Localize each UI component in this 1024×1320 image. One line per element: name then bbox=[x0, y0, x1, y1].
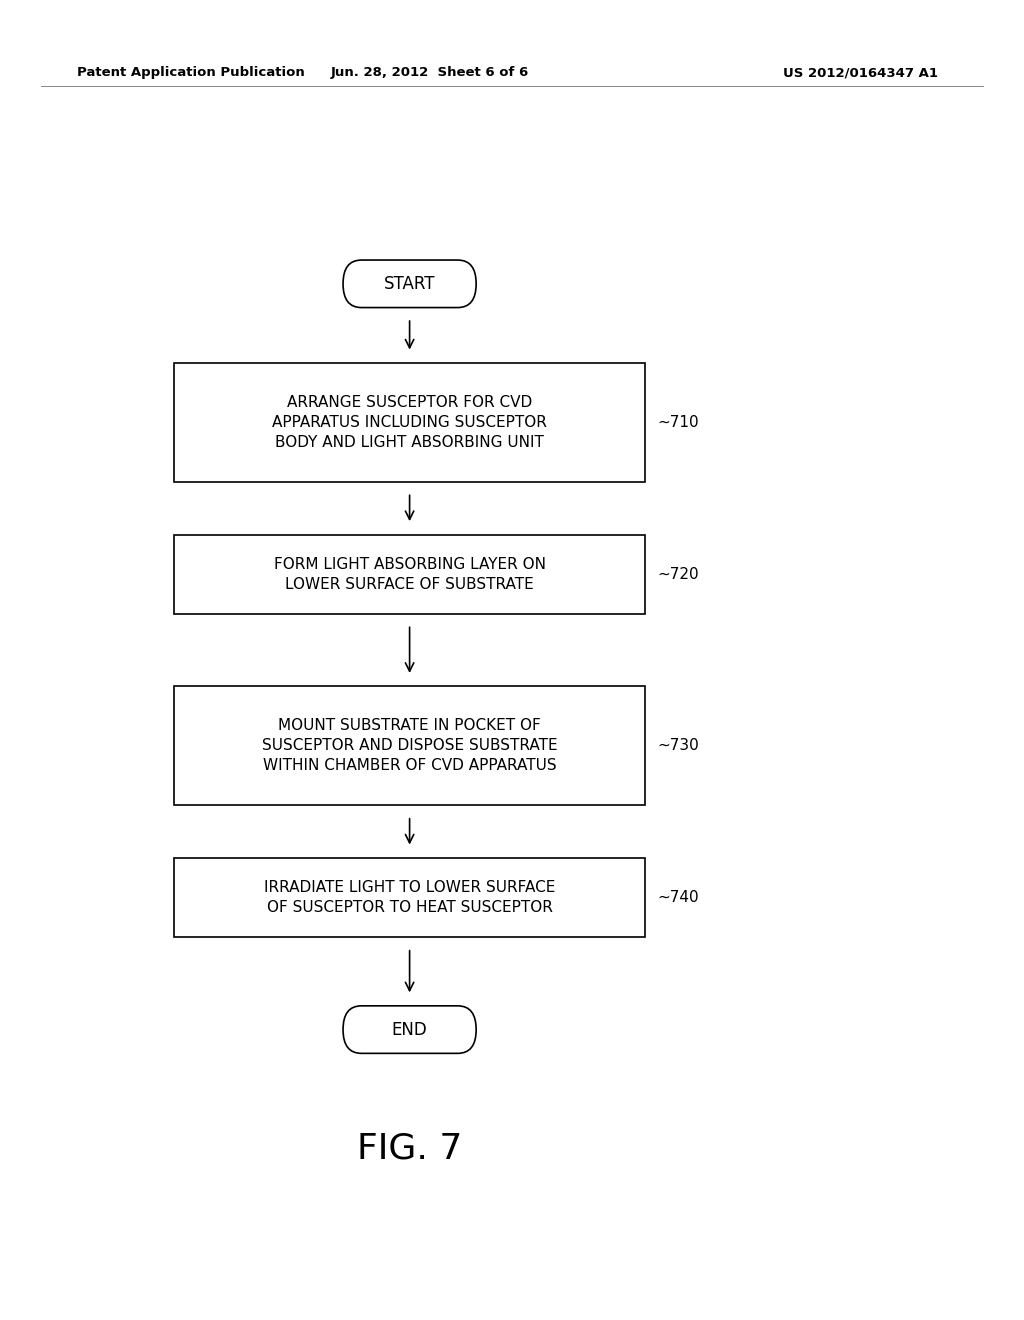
Text: START: START bbox=[384, 275, 435, 293]
Text: FORM LIGHT ABSORBING LAYER ON
LOWER SURFACE OF SUBSTRATE: FORM LIGHT ABSORBING LAYER ON LOWER SURF… bbox=[273, 557, 546, 591]
Text: ~710: ~710 bbox=[657, 414, 699, 430]
Bar bbox=[174, 363, 645, 482]
Text: ~730: ~730 bbox=[657, 738, 699, 754]
Text: ~720: ~720 bbox=[657, 566, 699, 582]
Text: IRRADIATE LIGHT TO LOWER SURFACE
OF SUSCEPTOR TO HEAT SUSCEPTOR: IRRADIATE LIGHT TO LOWER SURFACE OF SUSC… bbox=[264, 880, 555, 915]
Text: US 2012/0164347 A1: US 2012/0164347 A1 bbox=[782, 66, 938, 79]
Text: FIG. 7: FIG. 7 bbox=[357, 1131, 462, 1166]
Text: MOUNT SUBSTRATE IN POCKET OF
SUSCEPTOR AND DISPOSE SUBSTRATE
WITHIN CHAMBER OF C: MOUNT SUBSTRATE IN POCKET OF SUSCEPTOR A… bbox=[262, 718, 557, 774]
Text: Patent Application Publication: Patent Application Publication bbox=[77, 66, 304, 79]
Text: END: END bbox=[392, 1020, 427, 1039]
Bar bbox=[174, 858, 645, 937]
FancyBboxPatch shape bbox=[343, 1006, 476, 1053]
Text: ARRANGE SUSCEPTOR FOR CVD
APPARATUS INCLUDING SUSCEPTOR
BODY AND LIGHT ABSORBING: ARRANGE SUSCEPTOR FOR CVD APPARATUS INCL… bbox=[272, 395, 547, 450]
Text: ~740: ~740 bbox=[657, 890, 699, 906]
Bar bbox=[174, 535, 645, 614]
Text: Jun. 28, 2012  Sheet 6 of 6: Jun. 28, 2012 Sheet 6 of 6 bbox=[331, 66, 529, 79]
Bar bbox=[174, 686, 645, 805]
FancyBboxPatch shape bbox=[343, 260, 476, 308]
